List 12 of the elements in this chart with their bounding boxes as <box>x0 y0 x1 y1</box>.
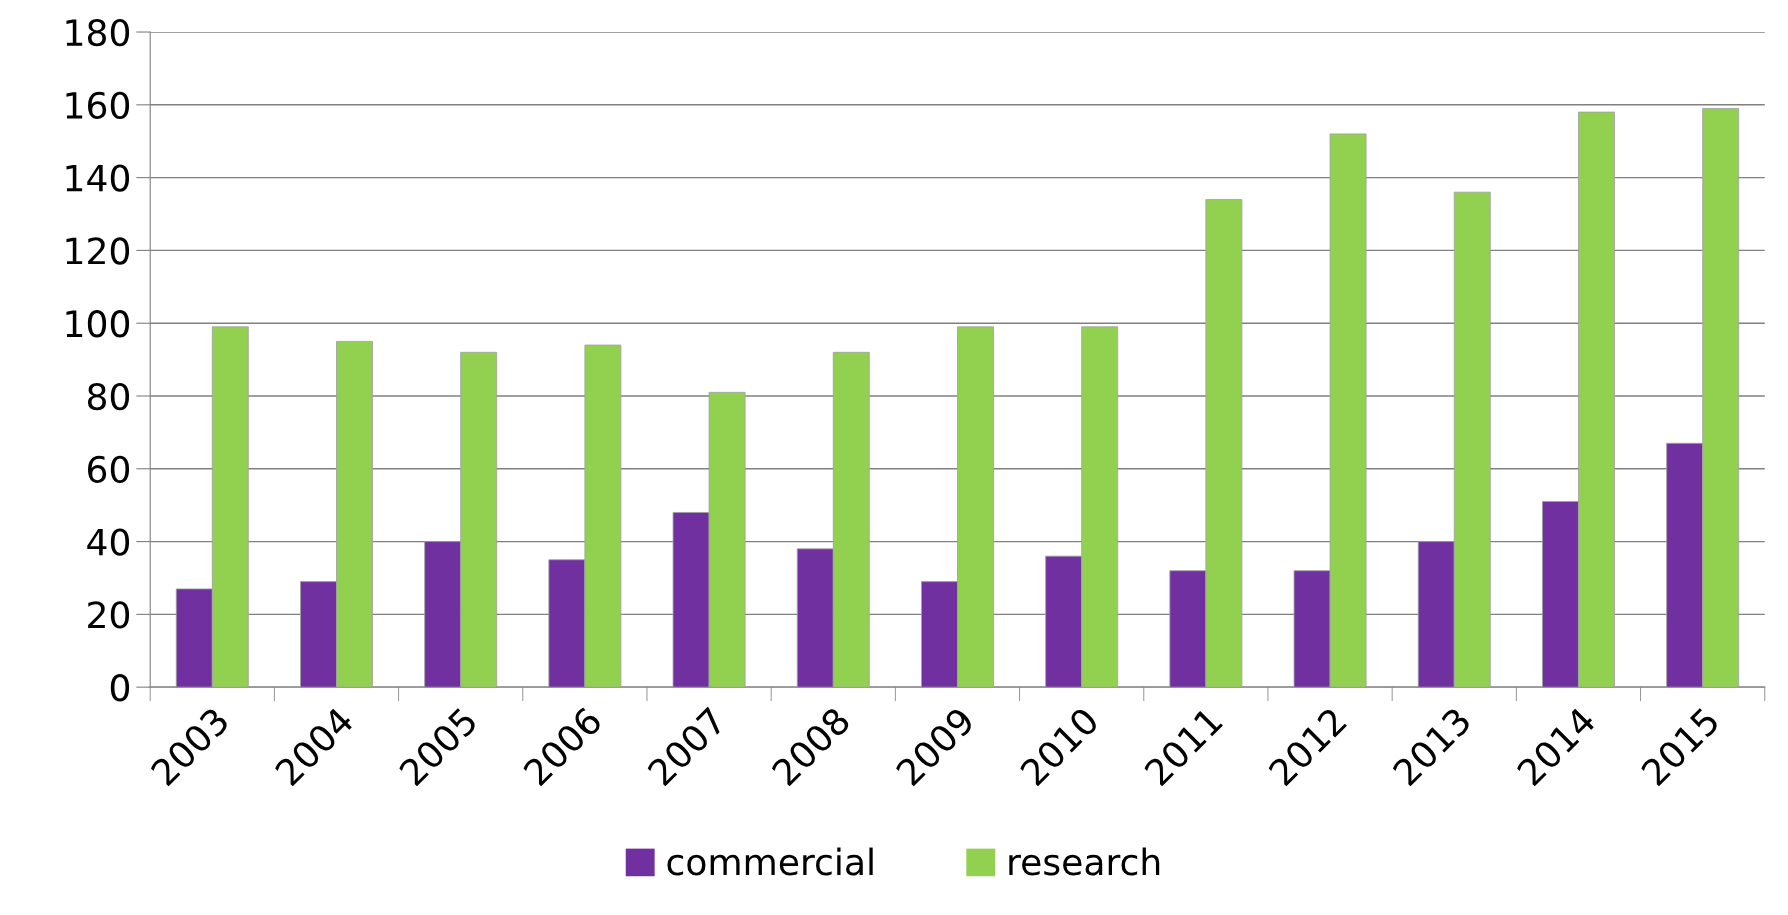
y-tick-label: 80 <box>87 382 130 411</box>
y-tick-label: 180 <box>66 18 130 47</box>
legend-label: research <box>1009 847 1160 876</box>
y-tick-label: 20 <box>88 601 130 629</box>
y-tick-label: 40 <box>87 528 130 556</box>
y-tick-label: 100 <box>66 310 130 338</box>
y-tick-label: 120 <box>66 237 130 265</box>
legend-label: commercial <box>667 847 873 876</box>
y-tick-label: 60 <box>88 455 130 484</box>
y-tick-label: 140 <box>66 164 130 192</box>
y-tick-label: 0 <box>110 674 130 702</box>
y-tick-label: 160 <box>66 91 130 120</box>
